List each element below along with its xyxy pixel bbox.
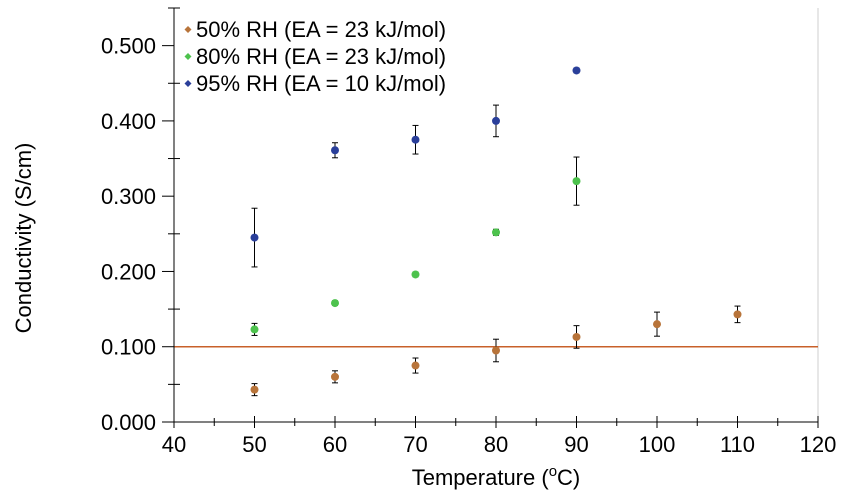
data-point (572, 332, 581, 341)
x-tick-label: 50 (242, 432, 266, 457)
y-tick-label: 0.500 (101, 34, 156, 59)
x-tick-label: 100 (639, 432, 676, 457)
y-tick-label: 0.300 (101, 184, 156, 209)
x-axis-title: Temperature (oC) (412, 463, 581, 490)
data-point (572, 66, 581, 75)
data-point (492, 346, 500, 355)
data-point (331, 299, 339, 308)
data-point (411, 135, 420, 144)
legend-label: 80% RH (EA = 23 kJ/mol) (196, 44, 446, 69)
series-3 (250, 66, 581, 268)
legend-label: 95% RH (EA = 10 kJ/mol) (196, 71, 446, 96)
legend-marker (184, 80, 192, 87)
series-1 (250, 305, 742, 397)
y-tick-label: 0.000 (101, 410, 156, 435)
legend-marker (184, 53, 192, 60)
x-tick-label: 110 (720, 432, 755, 457)
data-point (653, 320, 661, 329)
y-tick-label: 0.100 (101, 335, 156, 360)
data-point (492, 116, 500, 125)
data-point (492, 228, 500, 237)
series-2 (250, 156, 581, 336)
data-point (250, 325, 259, 334)
x-tick-label: 90 (564, 432, 588, 457)
x-tick-label: 70 (403, 432, 427, 457)
y-tick-label: 0.200 (101, 259, 156, 284)
x-tick-label: 60 (323, 432, 347, 457)
x-axis-title-superscript: o (549, 463, 557, 480)
data-point (250, 233, 259, 242)
y-axis: 0.000 0.100 0.200 0.300 0.400 0.500 (101, 7, 180, 435)
data-point (250, 385, 259, 394)
data-point (572, 177, 581, 186)
x-tick-label: 120 (800, 432, 837, 457)
x-tick-label: 40 (162, 432, 186, 457)
legend: 50% RH (EA = 23 kJ/mol)80% RH (EA = 23 k… (184, 17, 446, 96)
x-axis-title-suffix: C) (557, 465, 580, 490)
data-point (733, 310, 742, 319)
data-point (331, 372, 339, 381)
legend-marker (184, 26, 192, 33)
data-point (331, 146, 339, 155)
y-axis-title: Conductivity (S/cm) (11, 143, 36, 334)
data-point (411, 361, 420, 370)
x-tick-label: 80 (484, 432, 508, 457)
y-tick-label: 0.400 (101, 109, 156, 134)
legend-label: 50% RH (EA = 23 kJ/mol) (196, 17, 446, 42)
series-layer (250, 66, 742, 397)
x-axis-title-text: Temperature ( (412, 465, 550, 490)
x-axis: 40 50 60 70 80 90 100 110 120 (162, 416, 837, 457)
data-point (411, 270, 420, 279)
